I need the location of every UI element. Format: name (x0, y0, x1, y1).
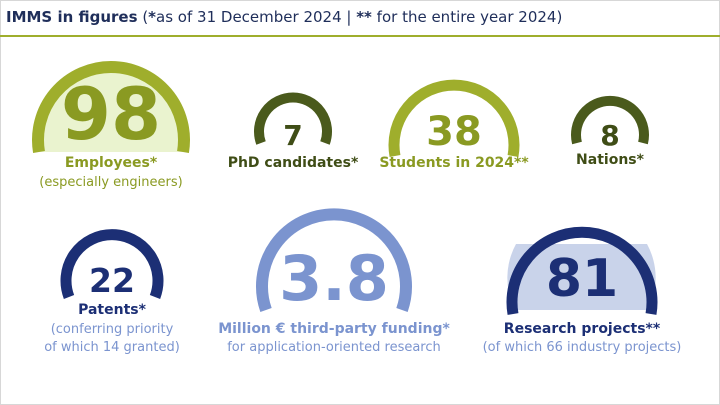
phd-value: 7 (283, 119, 303, 152)
employees-fill (38, 66, 184, 152)
students-value: 38 (426, 109, 482, 155)
patents-ring (60, 229, 164, 299)
patents-note-2: of which 14 granted) (44, 340, 180, 355)
patents-note-1: (conferring priority (50, 322, 174, 337)
nations-ring (571, 95, 649, 145)
employees-value: 98 (60, 72, 162, 156)
title-note-2: for the entire year 2024) (371, 8, 563, 26)
employees-note: (especially engineers) (39, 175, 183, 190)
patents-label: Patents* (78, 302, 146, 318)
students-ring (388, 79, 520, 157)
funding-label: Million € third-party funding* (218, 321, 450, 337)
phd-ring (254, 92, 332, 145)
page-title: IMMS in figures (*as of 31 December 2024… (6, 8, 562, 26)
nations-label: Nations* (576, 152, 644, 168)
projects-value: 81 (545, 249, 619, 309)
projects-ring (506, 226, 658, 315)
patents-value: 22 (89, 261, 135, 300)
header-rule (0, 35, 720, 37)
funding-note: for application-oriented research (227, 340, 441, 355)
projects-label: Research projects** (503, 321, 661, 337)
employees-ring (32, 60, 190, 153)
title-star-1: * (148, 8, 157, 26)
students-label: Students in 2024** (379, 155, 529, 171)
title-note-1: as of 31 December 2024 | (156, 8, 357, 26)
funding-ring (256, 208, 412, 312)
funding-value: 3.8 (279, 242, 389, 315)
phd-label: PhD candidates* (227, 155, 359, 171)
title-note-open: ( (137, 8, 149, 26)
employees-label: Employees* (64, 155, 158, 171)
nations-value: 8 (600, 119, 620, 152)
projects-fill (507, 244, 656, 310)
title-main: IMMS in figures (6, 8, 138, 26)
title-star-2: ** (356, 8, 372, 26)
projects-note: (of which 66 industry projects) (482, 340, 682, 355)
